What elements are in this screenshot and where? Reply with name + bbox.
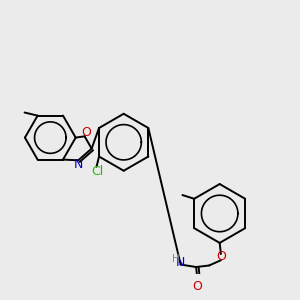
Text: Cl: Cl [91,165,103,178]
Text: N: N [74,158,84,171]
Text: O: O [216,250,226,263]
Text: O: O [81,126,91,139]
Text: N: N [175,256,185,269]
Text: H: H [172,254,180,264]
Text: O: O [193,280,202,293]
